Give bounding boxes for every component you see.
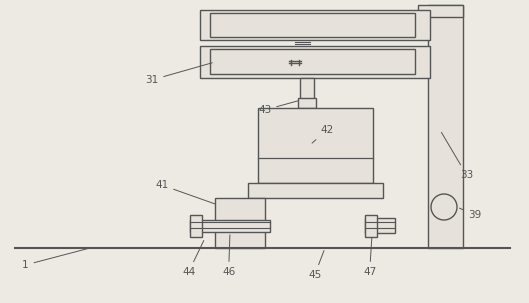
Bar [365, 215, 377, 237]
Text: 47: 47 [363, 238, 376, 277]
Bar [365, 218, 395, 233]
Bar [215, 198, 265, 248]
Text: 41: 41 [155, 180, 215, 204]
Text: 42: 42 [312, 125, 333, 143]
Bar [300, 78, 314, 100]
Text: 33: 33 [441, 132, 473, 180]
Text: 44: 44 [182, 241, 204, 277]
Text: 43: 43 [258, 101, 298, 115]
Bar [428, 5, 463, 248]
Bar [210, 13, 415, 37]
Bar [258, 108, 373, 183]
Bar [298, 98, 316, 108]
Bar [248, 183, 383, 198]
Text: 1: 1 [22, 249, 87, 270]
Bar [200, 10, 430, 40]
Text: 45: 45 [308, 251, 324, 280]
Text: 39: 39 [460, 208, 481, 220]
Bar [418, 5, 463, 17]
Bar [190, 215, 202, 237]
Bar [210, 49, 415, 74]
Text: 46: 46 [222, 235, 235, 277]
Text: 31: 31 [145, 63, 212, 85]
Bar [200, 46, 430, 78]
Bar [190, 220, 270, 232]
